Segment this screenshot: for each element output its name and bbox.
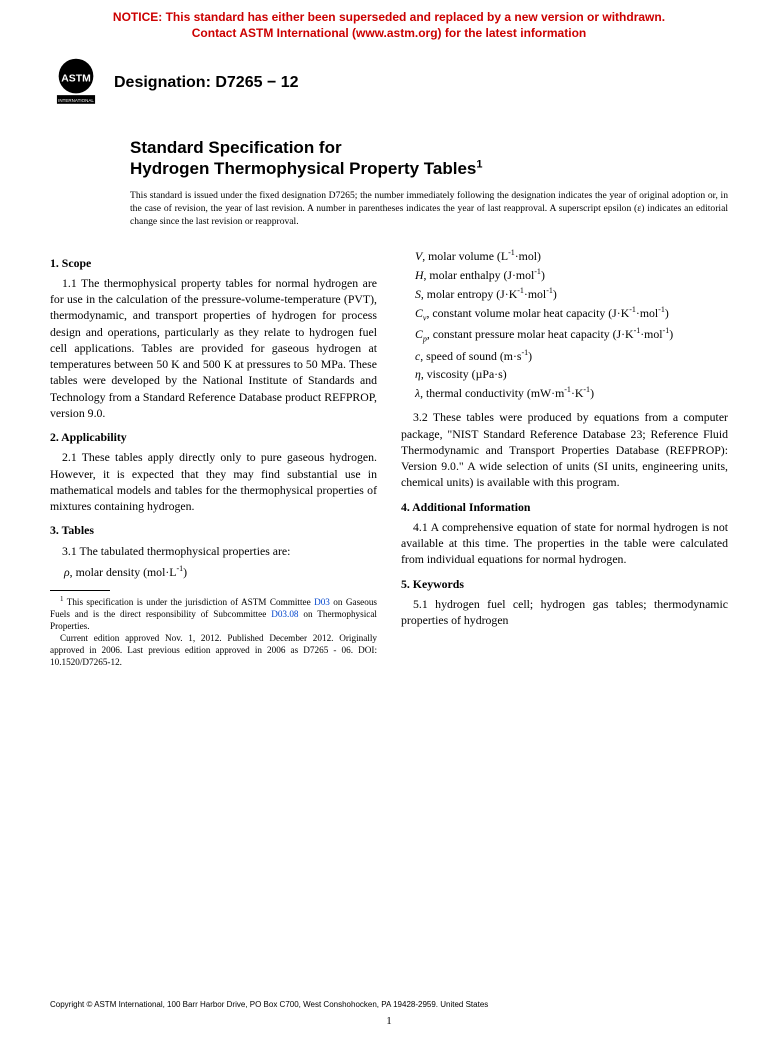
applicability-p1: 2.1 These tables apply directly only to … (50, 449, 377, 514)
designation: Designation: D7265 − 12 (114, 74, 299, 92)
title-line1: Standard Specification for (130, 137, 728, 158)
title-sup: 1 (476, 159, 482, 171)
keywords-p1: 5.1 hydrogen fuel cell; hydrogen gas tab… (401, 596, 728, 629)
link-d03[interactable]: D03 (314, 597, 330, 607)
prop-c: c, speed of sound (m·s-1) (415, 347, 728, 364)
prop-eta: η, viscosity (µPa·s) (415, 366, 728, 382)
keywords-head: 5. Keywords (401, 576, 728, 592)
notice-line2: Contact ASTM International (www.astm.org… (192, 26, 586, 40)
scope-p1: 1.1 The thermophysical property tables f… (50, 275, 377, 421)
prop-Cv: Cv, constant volume molar heat capacity … (415, 304, 728, 323)
title-block: Standard Specification for Hydrogen Ther… (0, 115, 778, 180)
designation-code: D7265 − 12 (215, 74, 298, 91)
left-column: 1. Scope 1.1 The thermophysical property… (50, 247, 377, 669)
footnote-rule (50, 590, 110, 591)
svg-text:INTERNATIONAL: INTERNATIONAL (58, 98, 94, 103)
applicability-head: 2. Applicability (50, 429, 377, 445)
prop-rho: ρ, molar density (mol·L-1) (64, 563, 377, 580)
footnote-1: 1 This specification is under the jurisd… (50, 595, 377, 633)
prop-lam: λ, thermal conductivity (mW·m-1·K-1) (415, 384, 728, 401)
astm-logo: ASTM INTERNATIONAL (50, 55, 102, 111)
header: ASTM INTERNATIONAL Designation: D7265 − … (0, 47, 778, 115)
designation-prefix: Designation: (114, 74, 215, 91)
tables-p2: 3.2 These tables were produced by equati… (401, 409, 728, 490)
footnote-2: Current edition approved Nov. 1, 2012. P… (50, 633, 377, 669)
right-column: V, molar volume (L-1·mol) H, molar entha… (401, 247, 728, 669)
copyright: Copyright © ASTM International, 100 Barr… (50, 1000, 488, 1009)
prop-V: V, molar volume (L-1·mol) (415, 247, 728, 264)
boilerplate: This standard is issued under the fixed … (0, 180, 778, 229)
notice-banner: NOTICE: This standard has either been su… (0, 0, 778, 47)
title-main-text: Hydrogen Thermophysical Property Tables (130, 159, 476, 178)
addinfo-head: 4. Additional Information (401, 499, 728, 515)
tables-p1: 3.1 The tabulated thermophysical propert… (50, 543, 377, 559)
title-line2: Hydrogen Thermophysical Property Tables1 (130, 158, 728, 179)
prop-Cp: Cp, constant pressure molar heat capacit… (415, 325, 728, 344)
body-columns: 1. Scope 1.1 The thermophysical property… (0, 229, 778, 669)
prop-S: S, molar entropy (J·K-1·mol-1) (415, 285, 728, 302)
scope-head: 1. Scope (50, 255, 377, 271)
link-d0308[interactable]: D03.08 (271, 609, 298, 619)
svg-text:ASTM: ASTM (61, 73, 90, 84)
prop-H: H, molar enthalpy (J·mol-1) (415, 266, 728, 283)
tables-head: 3. Tables (50, 522, 377, 538)
addinfo-p1: 4.1 A comprehensive equation of state fo… (401, 519, 728, 568)
page-number: 1 (0, 1015, 778, 1027)
notice-line1: NOTICE: This standard has either been su… (113, 10, 665, 24)
